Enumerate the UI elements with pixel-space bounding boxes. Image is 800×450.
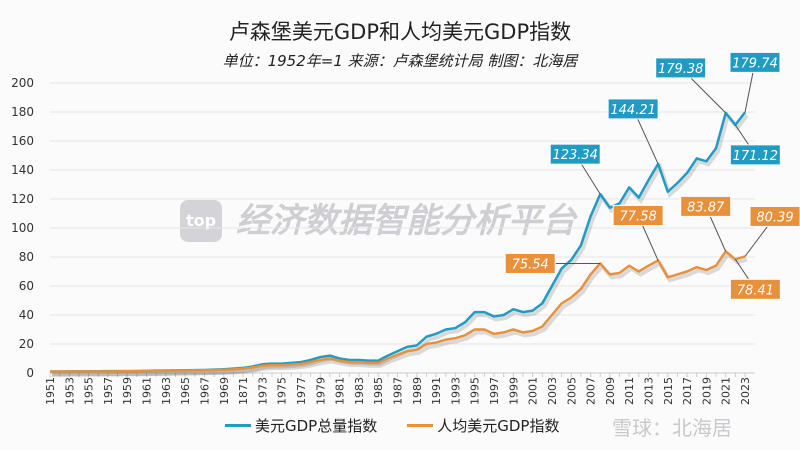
x-tick-label: 2015 [662,377,675,405]
data-label: 78.41 [737,283,774,298]
x-tick-label: 1989 [411,377,424,405]
x-tick-label: 1951 [44,377,57,405]
chart-title: 卢森堡美元GDP和人均美元GDP指数 [228,20,572,44]
y-tick-label: 120 [11,192,34,206]
data-label-box [680,195,732,217]
data-label-box [549,143,601,165]
y-tick-label: 180 [11,105,34,119]
legend-item-gdp: 美元GDP总量指数 [225,415,377,436]
x-tick-label: 2005 [565,377,578,405]
credit-text: 雪球：北海居 [612,416,732,440]
series-line-1 [50,250,746,373]
data-label: 123.34 [552,148,598,163]
data-label: 179.74 [732,56,778,71]
x-tick-label: 2021 [720,377,733,405]
data-label-box [729,51,781,73]
x-tick-label: 1973 [256,377,269,405]
legend-label: 美元GDP总量指数 [255,417,378,435]
x-tick-label: 1999 [507,377,520,405]
x-tick-label: 1955 [83,377,96,405]
y-tick-label: 100 [11,221,34,235]
x-tick-label: 1979 [314,377,327,405]
y-tick-label: 0 [26,366,34,380]
x-tick-label: 1965 [179,377,192,405]
legend: 美元GDP总量指数 人均美元GDP指数 [225,415,559,436]
watermark-text: 经济数据智能分析平台 [236,201,576,241]
x-tick-label: 1963 [160,377,173,405]
data-label: 77.58 [620,210,657,225]
series-shadow [52,251,748,377]
x-tick-label: 1993 [449,377,462,405]
y-tick-label: 200 [11,76,34,90]
x-tick-label: 1871 [237,377,250,405]
x-tick-label: 1987 [392,377,405,405]
legend-swatch [225,424,251,427]
x-tick-label: 1975 [276,377,289,405]
x-tick-label: 1959 [121,377,134,405]
x-tick-label: 1969 [218,377,231,405]
data-label: 179.38 [658,62,704,77]
x-tick-label: 1961 [141,377,154,405]
data-label: 171.12 [733,149,779,164]
x-tick-label: 2003 [546,377,559,405]
x-tick-label: 2007 [585,377,598,405]
x-tick-label: 1957 [102,377,115,405]
data-label-box [655,57,707,79]
data-label-box [729,278,781,300]
x-tick-label: 2001 [527,377,540,405]
data-label: 75.54 [512,257,549,272]
x-tick-label: 1977 [295,377,308,405]
y-tick-label: 60 [19,279,34,293]
series-line-0 [50,111,746,373]
x-tick-label: 2013 [642,377,655,405]
y-tick-label: 80 [19,250,34,264]
x-tick-label: 2023 [739,377,752,405]
data-label-box [607,98,659,120]
x-tick-label: 1967 [198,377,211,405]
data-label-box [504,252,556,274]
chart-subtitle: 单位：1952年=1 来源：卢森堡统计局 制图：北海居 [222,52,578,70]
data-label: 80.39 [756,210,793,225]
x-tick-label: 1953 [63,377,76,405]
x-tick-label: 1995 [469,377,482,405]
legend-label: 人均美元GDP指数 [437,417,560,435]
data-label-box [729,144,781,166]
x-tick-label: 2011 [623,377,636,405]
legend-swatch [407,424,434,427]
x-tick-label: 1983 [353,377,366,405]
x-tick-label: 1997 [488,377,501,405]
x-tick-label: 1981 [334,377,347,405]
data-label: 83.87 [687,200,725,215]
legend-item-percapita: 人均美元GDP指数 [407,415,559,436]
x-tick-label: 1985 [372,377,385,405]
x-tick-label: 2009 [604,377,617,405]
data-label-box [749,205,800,227]
y-tick-label: 160 [11,134,34,148]
x-tick-label: 1991 [430,377,443,405]
x-tick-label: 2019 [700,377,713,405]
x-tick-label: 2017 [681,377,694,405]
watermark: top 经济数据智能分析平台 [180,200,576,242]
watermark-logo: top [180,200,222,242]
data-label: 144.21 [610,103,656,118]
series-shadow [52,111,749,377]
y-tick-label: 40 [19,308,34,322]
y-tick-label: 20 [19,337,34,351]
y-tick-label: 140 [11,163,34,177]
data-label-box [612,205,664,227]
